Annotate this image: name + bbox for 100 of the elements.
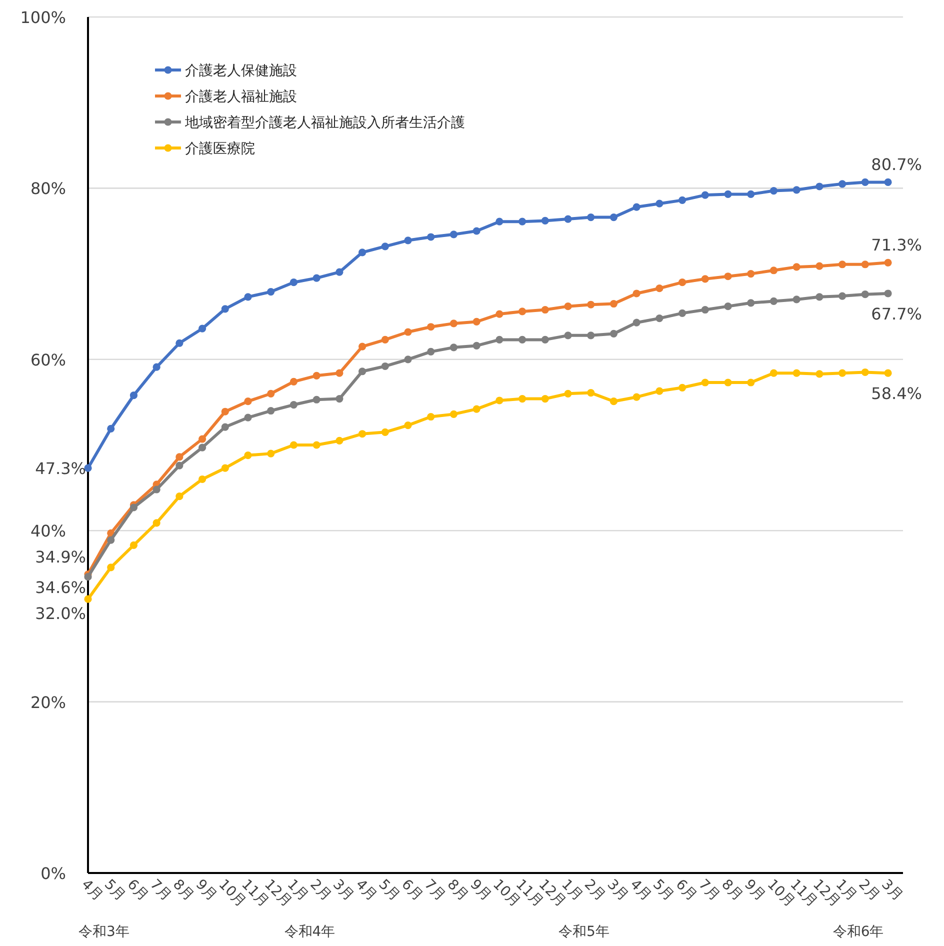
point bbox=[792, 296, 800, 304]
point bbox=[518, 336, 526, 344]
point bbox=[290, 400, 298, 409]
point bbox=[541, 336, 549, 344]
point bbox=[198, 324, 206, 332]
point bbox=[656, 314, 664, 322]
point bbox=[244, 293, 252, 301]
point bbox=[770, 369, 778, 377]
point bbox=[244, 414, 252, 422]
point bbox=[381, 362, 389, 370]
point bbox=[884, 290, 892, 298]
point bbox=[678, 309, 686, 317]
point bbox=[427, 348, 435, 356]
point bbox=[472, 342, 480, 350]
point bbox=[838, 180, 846, 188]
point bbox=[792, 263, 800, 271]
point bbox=[84, 573, 92, 581]
point bbox=[838, 260, 846, 268]
point bbox=[724, 272, 732, 280]
point bbox=[656, 387, 664, 395]
point bbox=[747, 378, 755, 386]
point bbox=[884, 258, 892, 266]
point bbox=[496, 218, 504, 226]
point bbox=[541, 394, 549, 403]
point bbox=[656, 200, 664, 208]
point bbox=[541, 216, 549, 225]
point bbox=[450, 344, 458, 352]
point bbox=[152, 486, 160, 494]
y-tick-label: 40% bbox=[30, 522, 66, 541]
legend-label: 介護老人福祉施設 bbox=[185, 89, 297, 105]
point bbox=[221, 423, 229, 431]
point bbox=[472, 227, 480, 235]
point bbox=[861, 368, 869, 376]
point bbox=[176, 339, 184, 347]
data-label: 34.9% bbox=[35, 547, 86, 566]
point bbox=[290, 441, 298, 449]
point bbox=[724, 190, 732, 198]
point bbox=[404, 328, 412, 336]
point bbox=[724, 378, 732, 386]
point bbox=[701, 378, 709, 386]
point bbox=[610, 214, 618, 222]
point bbox=[130, 541, 138, 549]
y-tick-label: 80% bbox=[30, 179, 66, 198]
point bbox=[312, 396, 320, 404]
point bbox=[152, 519, 160, 527]
data-label: 71.3% bbox=[871, 236, 922, 255]
point bbox=[427, 412, 435, 421]
point bbox=[816, 370, 824, 378]
point bbox=[336, 369, 344, 377]
point bbox=[816, 182, 824, 190]
point bbox=[770, 186, 778, 195]
point bbox=[312, 274, 320, 282]
point bbox=[450, 320, 458, 328]
point bbox=[861, 260, 869, 268]
point bbox=[792, 186, 800, 194]
point bbox=[267, 288, 275, 296]
point bbox=[587, 300, 595, 308]
point bbox=[312, 441, 320, 449]
y-tick-label: 100% bbox=[20, 8, 66, 27]
point bbox=[587, 332, 595, 340]
point bbox=[404, 236, 412, 244]
point bbox=[518, 394, 526, 403]
text: 令和5年 bbox=[558, 924, 610, 940]
point bbox=[747, 299, 755, 307]
point bbox=[130, 504, 138, 512]
point bbox=[404, 422, 412, 430]
point bbox=[267, 450, 275, 458]
point bbox=[381, 242, 389, 250]
point bbox=[632, 393, 640, 401]
point bbox=[221, 305, 229, 313]
point bbox=[564, 215, 572, 223]
point bbox=[884, 178, 892, 186]
point bbox=[336, 394, 344, 403]
point bbox=[861, 290, 869, 298]
point bbox=[564, 302, 572, 310]
point bbox=[472, 405, 480, 413]
point bbox=[610, 398, 618, 406]
legend-label: 介護医療院 bbox=[185, 141, 255, 157]
point bbox=[198, 444, 206, 452]
point bbox=[472, 318, 480, 326]
point bbox=[564, 332, 572, 340]
point bbox=[587, 214, 595, 222]
point bbox=[404, 356, 412, 364]
point bbox=[221, 464, 229, 472]
text: 令和3年 bbox=[78, 924, 130, 940]
point bbox=[816, 262, 824, 270]
point bbox=[107, 424, 115, 433]
point bbox=[724, 302, 732, 310]
point bbox=[541, 306, 549, 314]
point bbox=[496, 336, 504, 344]
point bbox=[792, 369, 800, 377]
point bbox=[518, 308, 526, 316]
point bbox=[176, 462, 184, 470]
y-tick-label: 20% bbox=[30, 692, 66, 712]
data-label: 34.6% bbox=[35, 578, 86, 597]
point bbox=[838, 292, 846, 300]
point bbox=[884, 369, 892, 377]
point bbox=[518, 218, 526, 226]
point bbox=[198, 435, 206, 443]
point bbox=[610, 300, 618, 308]
